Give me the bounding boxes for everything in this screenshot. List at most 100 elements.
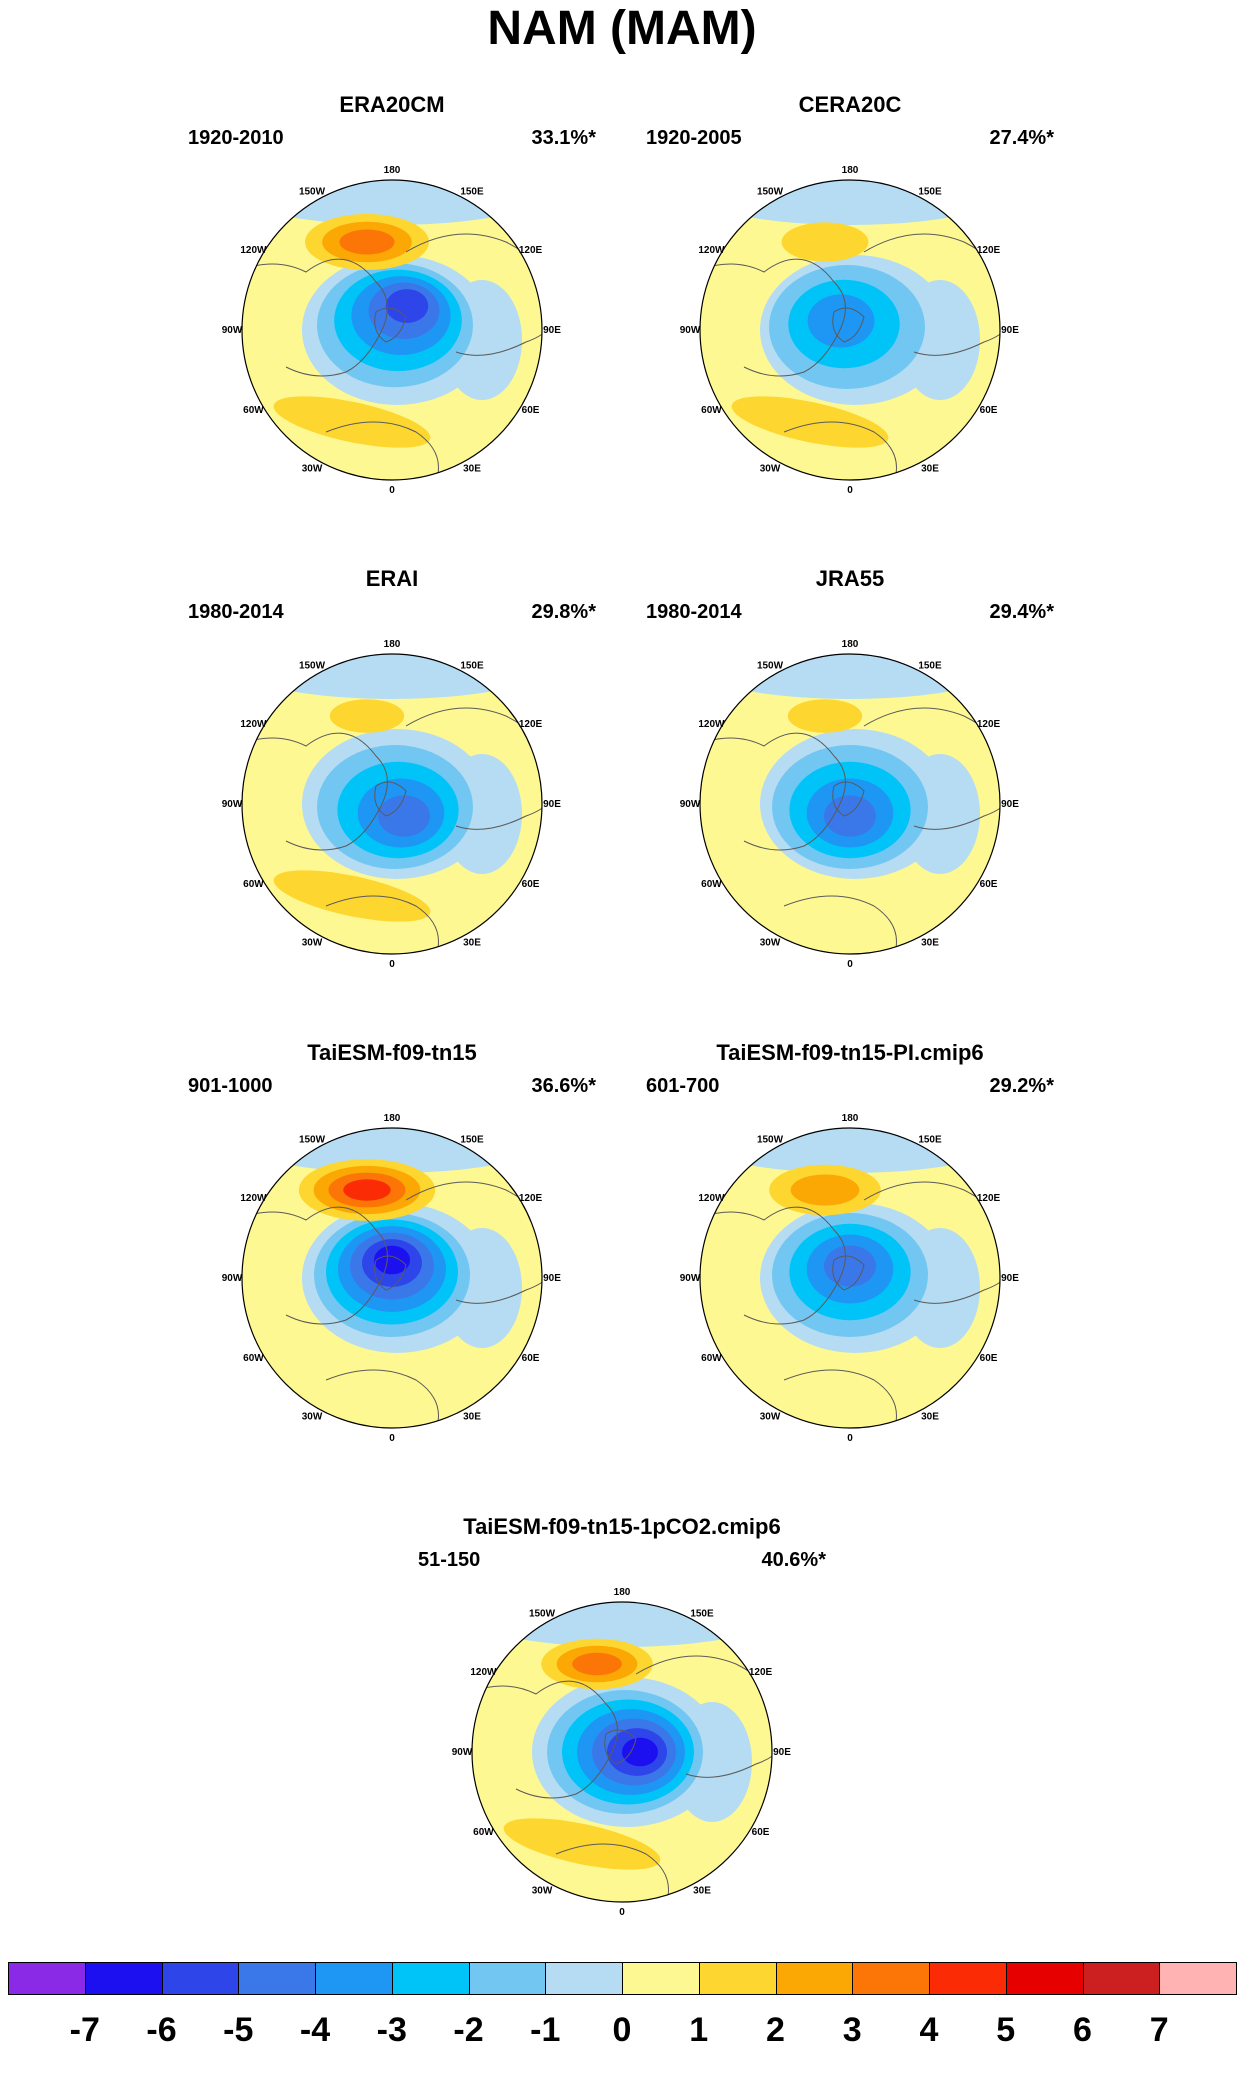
high-contour (273, 870, 431, 922)
polar-map: 180 150E 120E 90E 60E 30E 0 30W 60W 90W 120W 150W (452, 1587, 792, 1918)
longitude-label: 150E (460, 660, 484, 671)
map-boundary (471, 1601, 773, 1903)
coastline (783, 1369, 897, 1428)
high-contour (781, 222, 869, 262)
coastlines (700, 707, 1000, 954)
map-panel: ERA20CM 1920-2010 33.1%* 180 150E 120E 90E 6… (176, 92, 608, 544)
colorbar-tick-label: -6 (146, 2011, 177, 2049)
coastlines (700, 1181, 1000, 1428)
colorbar-tick-label: 0 (612, 2011, 632, 2049)
variance-label: 36.6%* (531, 1075, 597, 1097)
longitude-label: 90W (222, 799, 243, 810)
coastline (832, 307, 865, 343)
coastline (325, 421, 439, 480)
longitude-label: 120W (240, 245, 267, 256)
high-contour (787, 699, 863, 733)
low-contour (824, 795, 876, 837)
map-boundary (241, 179, 543, 481)
longitude-label: 150W (299, 660, 326, 671)
anomaly-field (700, 1128, 1000, 1428)
longitude-label: 60E (980, 879, 998, 890)
longitude-label: 30E (921, 1412, 939, 1423)
coastline (604, 1729, 637, 1765)
anomaly-field (242, 654, 542, 954)
longitude-label: 150W (299, 1134, 326, 1145)
colorbar-tick-label: 2 (766, 2011, 785, 2049)
variance-label: 40.6%* (761, 1549, 827, 1571)
high-contour (339, 229, 395, 255)
panel-title: ERA20CM (339, 92, 445, 117)
longitude-label: 150E (690, 1608, 714, 1619)
high-contour (343, 1179, 391, 1201)
map-panel: ERAI 1980-2014 29.8%* 180 150E 120E 90E 60E 3… (176, 566, 608, 1018)
coastline (555, 1843, 669, 1902)
longitude-label: 90E (543, 1273, 561, 1284)
longitude-label: 150W (757, 186, 784, 197)
coastline (635, 1655, 772, 1778)
polar-map: 180 150E 120E 90E 60E 30E 0 30W 60W 90W 120W 150W (680, 1113, 1020, 1444)
longitude-label: 30E (463, 938, 481, 949)
period-label: 601-700 (646, 1075, 720, 1097)
longitude-label: 0 (389, 485, 395, 496)
coastline (700, 258, 846, 377)
longitude-label: 120W (698, 245, 725, 256)
period-label: 901-1000 (188, 1075, 273, 1097)
longitude-label: 90E (1001, 1273, 1019, 1284)
longitude-label: 0 (847, 485, 853, 496)
longitude-label: 30W (760, 464, 781, 475)
longitude-label: 150E (918, 660, 942, 671)
map-panel: JRA55 1980-2014 29.4%* 180 150E 120E 90E 60E… (634, 566, 1066, 1018)
polar-map: 180 150E 120E 90E 60E 30E 0 30W 60W 90W 120W 150W (222, 639, 562, 970)
variance-label: 29.2%* (989, 1075, 1055, 1097)
longitude-label: 90W (680, 1273, 701, 1284)
colorbar-tick-label: -5 (223, 2011, 254, 2049)
longitude-label: 180 (384, 639, 401, 650)
variance-label: 29.4%* (989, 601, 1055, 623)
colorbar-cell (1159, 1962, 1237, 1995)
map-boundary (699, 179, 1001, 481)
anomaly-field (700, 654, 1000, 954)
coastline (325, 895, 439, 954)
map-panel: TaiESM-f09-tn15 901-1000 36.6%* 180 150E 1… (176, 1040, 608, 1492)
colorbar-cell (238, 1962, 316, 1995)
longitude-label: 0 (847, 959, 853, 970)
map-panel: TaiESM-f09-tn15-PI.cmip6 601-700 29.2%* … (634, 1040, 1066, 1492)
coastline (242, 1206, 388, 1325)
period-label: 1980-2014 (646, 601, 742, 623)
longitude-label: 60E (752, 1827, 770, 1838)
panel-title: ERAI (365, 566, 419, 591)
longitude-label: 120E (749, 1667, 773, 1678)
coastlines (700, 233, 1000, 480)
longitude-label: 30E (921, 464, 939, 475)
polar-map: 180 150E 120E 90E 60E 30E 0 30W 60W 90W 120W 150W (680, 639, 1020, 970)
colorbar-tick-label: 6 (1073, 2011, 1092, 2049)
coastlines (242, 233, 542, 480)
period-label: 1920-2010 (188, 127, 284, 149)
coastline (700, 732, 846, 851)
longitude-label: 90W (680, 799, 701, 810)
panel-title: TaiESM-f09-tn15-PI.cmip6 (716, 1040, 984, 1065)
colorbar-tick-label: -4 (299, 2011, 331, 2049)
anomaly-field (242, 1128, 542, 1428)
colorbar-cell (929, 1962, 1007, 1995)
anomaly-field (472, 1602, 772, 1902)
longitude-label: 120E (977, 719, 1001, 730)
longitude-label: 60W (243, 1353, 264, 1364)
colorbar-cell (391, 1962, 470, 1995)
longitude-label: 90E (543, 325, 561, 336)
colorbar-tick-label: -7 (69, 2011, 100, 2049)
colorbar-cell (468, 1962, 547, 1995)
longitude-label: 180 (614, 1587, 631, 1598)
low-contour (622, 1737, 658, 1767)
longitude-label: 180 (384, 1113, 401, 1124)
coastline (472, 1680, 618, 1799)
map-boundary (241, 653, 543, 955)
colorbar-cell (622, 1962, 700, 1995)
coastline (374, 1255, 407, 1291)
longitude-label: 30E (463, 464, 481, 475)
longitude-label: 150W (299, 186, 326, 197)
variance-label: 29.8%* (531, 601, 597, 623)
longitude-label: 120W (470, 1667, 497, 1678)
coastline (783, 895, 897, 954)
